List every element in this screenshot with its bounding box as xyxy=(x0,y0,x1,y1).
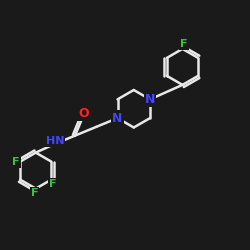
Text: F: F xyxy=(31,188,38,198)
Text: F: F xyxy=(49,179,56,189)
Text: F: F xyxy=(180,39,188,50)
Text: O: O xyxy=(78,106,89,120)
Text: F: F xyxy=(12,156,20,166)
Text: N: N xyxy=(145,93,155,106)
Text: HN: HN xyxy=(46,136,64,146)
Text: N: N xyxy=(112,112,123,124)
